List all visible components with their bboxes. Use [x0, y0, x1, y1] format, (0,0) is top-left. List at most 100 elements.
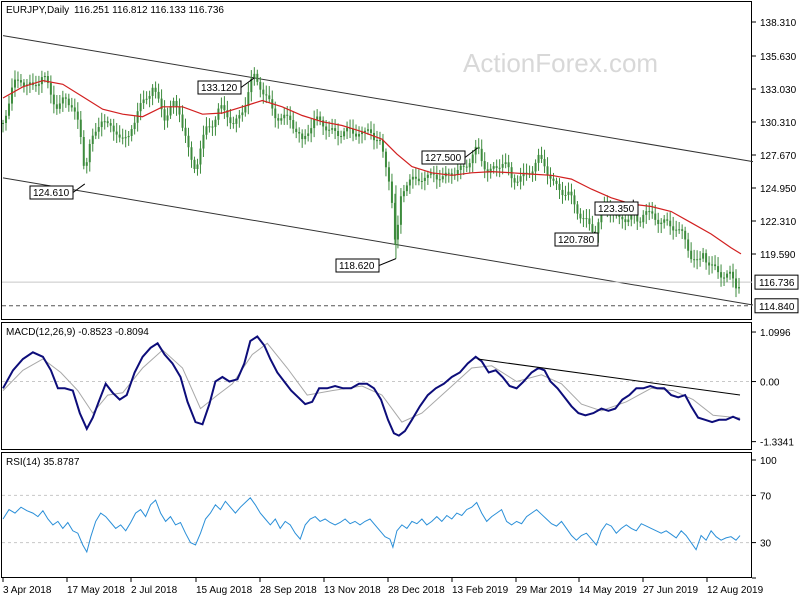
candle-body [597, 222, 600, 234]
candle-body [85, 162, 88, 166]
candle-body [214, 119, 217, 127]
candle-body [588, 218, 591, 225]
candle-body [49, 82, 52, 95]
channel-upper-line [2, 35, 754, 163]
candle-body [480, 148, 483, 162]
date-tick-label: 13 Nov 2018 [324, 585, 381, 596]
candle [352, 119, 355, 142]
candle-body [600, 210, 603, 223]
candle [408, 174, 411, 194]
candle-body [319, 116, 322, 121]
candle-body [286, 114, 289, 116]
macd-signal-line [2, 342, 741, 423]
date-tick-label: 29 Mar 2019 [516, 585, 573, 596]
candle-body [504, 162, 507, 165]
candle-body [498, 167, 501, 169]
candle-body [301, 133, 304, 140]
candle [513, 174, 516, 190]
candle-body [621, 216, 624, 220]
candle-body [322, 120, 325, 127]
candle [525, 163, 528, 181]
candle-body [711, 264, 714, 266]
candle [576, 201, 579, 220]
candle [504, 153, 507, 169]
candle-body [343, 131, 346, 137]
candle [106, 116, 109, 128]
macd-pane: 1.0996 0.00 -1.3341 MACD(12,26,9) -0.8523 … [2, 327, 794, 449]
candle-body [585, 218, 588, 220]
candle [169, 100, 172, 119]
candle [121, 128, 124, 145]
candle-body [516, 181, 519, 183]
candle-body [471, 154, 474, 164]
candle-body [408, 179, 411, 186]
candle-body [94, 131, 97, 136]
candle [435, 165, 438, 189]
channel-lower-line [2, 177, 754, 306]
candle [25, 78, 28, 96]
candle-body [648, 211, 651, 213]
candle [654, 204, 657, 226]
candle-body [127, 135, 130, 138]
candle-body [669, 220, 672, 227]
rsi-gridlines [2, 494, 752, 544]
candle-body [393, 202, 396, 240]
candle-body [169, 106, 172, 116]
candle [133, 116, 136, 135]
candle [31, 73, 34, 90]
candle-body [109, 123, 112, 126]
candle-body [103, 121, 106, 123]
candle-body [148, 95, 151, 99]
candle [450, 168, 453, 184]
candle [567, 182, 570, 201]
candle-body [717, 266, 720, 273]
candle-body [361, 132, 364, 135]
candle [112, 118, 115, 141]
candle-body [190, 147, 193, 160]
candle-body [310, 128, 313, 134]
candle [693, 249, 696, 268]
candle [468, 158, 471, 174]
candle-body [46, 76, 49, 83]
candle [55, 94, 58, 115]
candle [316, 109, 319, 126]
candle [346, 121, 349, 140]
candle [681, 224, 684, 239]
candle [202, 125, 205, 157]
candle-body [193, 159, 196, 170]
candle [337, 123, 340, 146]
candle [259, 77, 262, 98]
rsi-pane-border [1, 452, 752, 578]
candle [64, 93, 67, 108]
candle-body [417, 178, 420, 182]
candle-body [37, 84, 40, 86]
candle [157, 83, 160, 103]
candle [304, 129, 307, 145]
price-tick-label: 130.310 [760, 118, 797, 129]
candle-body [714, 264, 717, 267]
candle [34, 75, 37, 92]
candle-body [654, 213, 657, 220]
candle-body [681, 229, 684, 231]
candle [274, 101, 277, 128]
candle-body [340, 136, 343, 138]
candle [411, 169, 414, 189]
candle [375, 130, 378, 149]
candle [154, 81, 157, 99]
candle-body [726, 273, 729, 278]
candle-body [627, 219, 630, 223]
candle-body [220, 105, 223, 109]
candle [456, 161, 459, 182]
candle [229, 108, 232, 130]
candle-body [4, 115, 7, 123]
candle-body [106, 121, 109, 124]
rsi-axis: 100 70 30 [752, 456, 777, 579]
label-box [29, 185, 74, 200]
macd-axis: 1.0996 0.00 -1.3341 [752, 328, 794, 449]
candle-body [250, 78, 253, 93]
candle [720, 264, 723, 287]
candle [310, 118, 313, 143]
candle [534, 159, 537, 181]
candle-body [370, 129, 373, 133]
